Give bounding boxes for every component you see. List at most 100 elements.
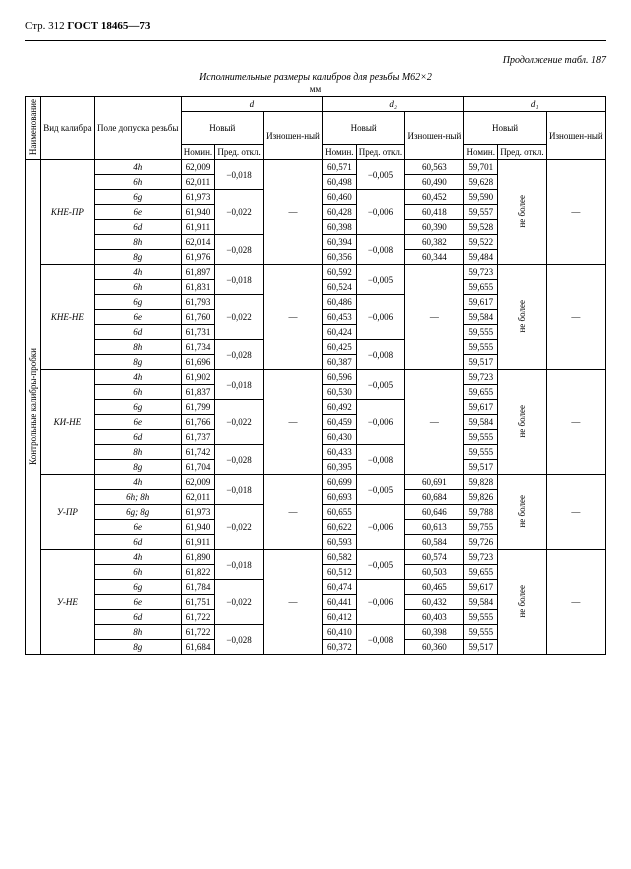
d1-nominal: 59,517: [464, 355, 498, 370]
d2-pred: −0,006: [356, 295, 405, 340]
d2-nominal: 60,571: [323, 160, 357, 175]
d2-worn: 60,465: [405, 580, 464, 595]
d-nominal: 61,731: [181, 325, 215, 340]
d-nominal: 61,766: [181, 415, 215, 430]
d1-nominal: 59,517: [464, 460, 498, 475]
d1-nominal: 59,522: [464, 235, 498, 250]
tolerance-field: 6g: [94, 295, 181, 310]
page-header: Стр. 312 ГОСТ 18465—73: [25, 20, 606, 32]
table-body: Контрольные калибры-пробкиКНЕ-ПР4h62,009…: [26, 160, 606, 655]
d-nominal: 62,009: [181, 160, 215, 175]
d1-nominal: 59,555: [464, 445, 498, 460]
d2-nominal: 60,622: [323, 520, 357, 535]
tolerance-field: 6d: [94, 220, 181, 235]
col-d-novyj: Новый: [181, 112, 263, 145]
tolerance-field: 6e: [94, 205, 181, 220]
d1-nominal: 59,555: [464, 340, 498, 355]
tolerance-field: 6h: [94, 565, 181, 580]
d1-worn: —: [546, 475, 605, 550]
d-pred: −0,028: [215, 235, 264, 265]
d2-nominal: 60,441: [323, 595, 357, 610]
d2-worn: 60,432: [405, 595, 464, 610]
d2-nominal: 60,425: [323, 340, 357, 355]
d1-worn: —: [546, 160, 605, 265]
d1-nominal: 59,617: [464, 580, 498, 595]
d1-nominal: 59,590: [464, 190, 498, 205]
col-d1-pred: Пред. откл.: [498, 145, 547, 160]
d-pred: −0,018: [215, 475, 264, 505]
d1-pred: не более: [498, 475, 547, 550]
d1-nominal: 59,701: [464, 160, 498, 175]
d-nominal: 61,737: [181, 430, 215, 445]
d-nominal: 61,734: [181, 340, 215, 355]
d2-worn: 60,403: [405, 610, 464, 625]
d2-nominal: 60,593: [323, 535, 357, 550]
d2-pred: −0,005: [356, 475, 405, 505]
page-number: Стр. 312: [25, 20, 65, 32]
d1-nominal: 59,726: [464, 535, 498, 550]
d2-worn: —: [405, 370, 464, 475]
col-d1: d₁: [464, 97, 606, 112]
tolerance-field: 6g: [94, 190, 181, 205]
d-nominal: 62,014: [181, 235, 215, 250]
d-nominal: 62,011: [181, 490, 215, 505]
d-pred: −0,028: [215, 340, 264, 370]
col-d-izn: Изношен-ный: [263, 112, 322, 160]
d1-nominal: 59,655: [464, 385, 498, 400]
tolerance-field: 4h: [94, 265, 181, 280]
d-nominal: 61,973: [181, 505, 215, 520]
d1-nominal: 59,826: [464, 490, 498, 505]
d2-pred: −0,005: [356, 265, 405, 295]
header-rule: [25, 40, 606, 41]
d-nominal: 61,722: [181, 610, 215, 625]
tolerance-field: 4h: [94, 370, 181, 385]
tolerance-field: 8g: [94, 460, 181, 475]
d-pred: −0,022: [215, 580, 264, 625]
tolerance-field: 6e: [94, 415, 181, 430]
d2-nominal: 60,699: [323, 475, 357, 490]
d-nominal: 61,902: [181, 370, 215, 385]
d1-nominal: 59,723: [464, 370, 498, 385]
d2-worn: 60,646: [405, 505, 464, 520]
d1-nominal: 59,555: [464, 610, 498, 625]
d1-pred: не более: [498, 370, 547, 475]
tolerance-field: 6h: [94, 175, 181, 190]
d1-nominal: 59,528: [464, 220, 498, 235]
tolerance-field: 8h: [94, 340, 181, 355]
table-head: Наименование Вид калибра Поле допуска ре…: [26, 97, 606, 160]
d-nominal: 61,940: [181, 520, 215, 535]
d2-nominal: 60,582: [323, 550, 357, 565]
unit-label: мм: [25, 84, 606, 94]
d1-nominal: 59,584: [464, 310, 498, 325]
d2-nominal: 60,530: [323, 385, 357, 400]
d1-nominal: 59,723: [464, 550, 498, 565]
tolerance-field: 6h; 8h: [94, 490, 181, 505]
table-row: Контрольные калибры-пробкиКНЕ-ПР4h62,009…: [26, 160, 606, 175]
d1-nominal: 59,828: [464, 475, 498, 490]
d1-nominal: 59,517: [464, 640, 498, 655]
d-pred: −0,022: [215, 505, 264, 550]
d2-worn: —: [405, 265, 464, 370]
d2-worn: 60,613: [405, 520, 464, 535]
d1-worn: —: [546, 265, 605, 370]
d2-nominal: 60,459: [323, 415, 357, 430]
d2-worn: 60,418: [405, 205, 464, 220]
tolerance-field: 6e: [94, 595, 181, 610]
d1-pred: не более: [498, 265, 547, 370]
tolerance-field: 6h: [94, 385, 181, 400]
d2-pred: −0,005: [356, 160, 405, 190]
tolerance-field: 6d: [94, 430, 181, 445]
tolerance-field: 6d: [94, 325, 181, 340]
d-pred: −0,018: [215, 265, 264, 295]
d2-nominal: 60,428: [323, 205, 357, 220]
col-pole: Поле допуска резьбы: [94, 97, 181, 160]
d1-nominal: 59,755: [464, 520, 498, 535]
d1-nominal: 59,484: [464, 250, 498, 265]
d2-worn: 60,452: [405, 190, 464, 205]
d1-nominal: 59,555: [464, 325, 498, 340]
gauge-type: У-НЕ: [41, 550, 95, 655]
tolerance-field: 6d: [94, 610, 181, 625]
d2-nominal: 60,498: [323, 175, 357, 190]
d-nominal: 61,704: [181, 460, 215, 475]
d-pred: −0,018: [215, 370, 264, 400]
